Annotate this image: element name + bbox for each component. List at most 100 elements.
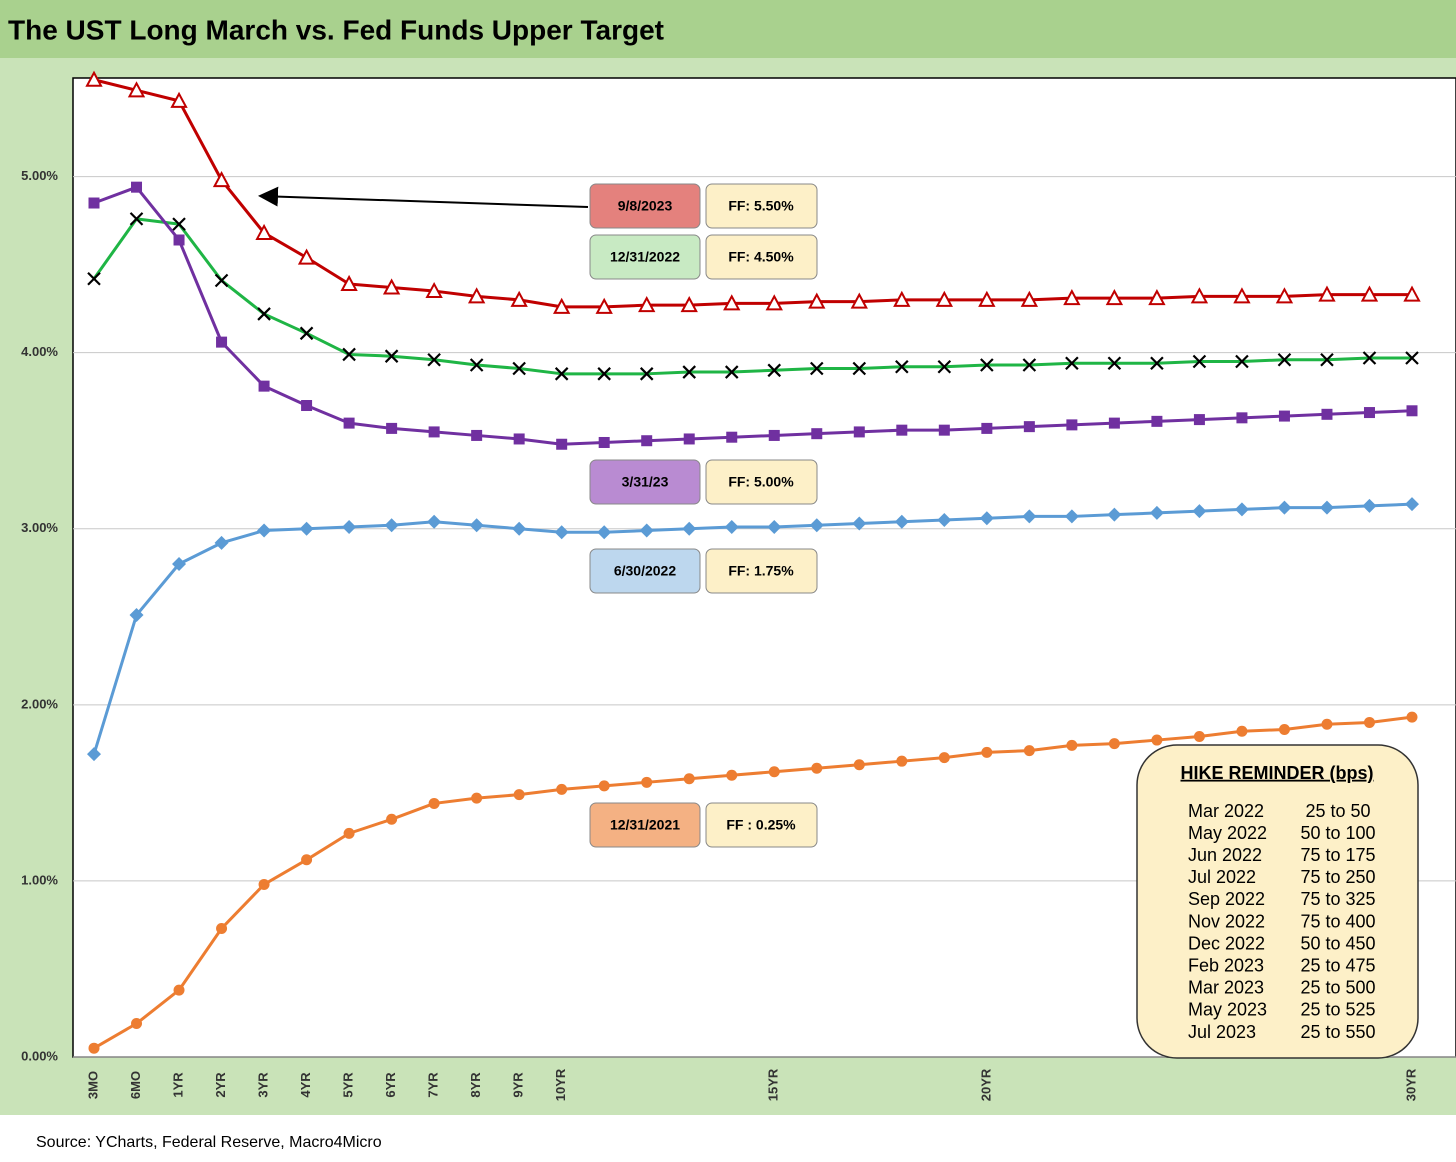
series-label-box	[589, 234, 701, 280]
marker-triangle	[1148, 288, 1166, 306]
marker-circle	[683, 773, 695, 785]
x-tick-label: 9YR	[511, 1072, 526, 1098]
title-bar	[0, 0, 1456, 58]
marker-x	[1405, 351, 1419, 365]
marker-circle	[216, 922, 228, 934]
legend-entry: 3/31/23	[622, 474, 669, 490]
marker-circle	[1193, 731, 1205, 743]
series-label-box	[589, 548, 701, 594]
x-tick-label: 6YR	[383, 1072, 398, 1098]
marker-diamond	[257, 523, 272, 538]
marker-diamond	[554, 525, 569, 540]
marker-diamond	[1192, 504, 1207, 519]
hike-range: 25 to 525	[1300, 1000, 1375, 1020]
marker-square	[428, 426, 440, 438]
x-tick-label: 3YR	[256, 1072, 271, 1098]
marker-square	[173, 234, 185, 246]
marker-x	[257, 307, 271, 321]
marker-x	[512, 361, 526, 376]
marker-triangle	[1020, 290, 1039, 307]
marker-diamond	[597, 525, 612, 540]
hike-range: 25 to 50	[1305, 801, 1370, 821]
ff-label-box	[705, 183, 818, 229]
hike-range: 75 to 250	[1300, 867, 1375, 887]
marker-triangle	[1063, 288, 1081, 306]
marker-x	[639, 367, 654, 381]
hike-range: 25 to 550	[1300, 1022, 1375, 1042]
marker-x	[1022, 358, 1037, 372]
marker-circle	[811, 762, 823, 774]
marker-square	[1236, 412, 1248, 424]
marker-square	[641, 435, 653, 447]
marker-diamond	[342, 520, 357, 535]
x-tick-label: 8YR	[468, 1072, 483, 1098]
hike-month: Jul 2022	[1188, 867, 1256, 887]
marker-diamond	[469, 518, 484, 533]
marker-square	[258, 380, 270, 392]
marker-triangle	[340, 274, 358, 292]
marker-diamond	[1405, 497, 1419, 512]
marker-triangle	[127, 81, 146, 98]
marker-circle	[301, 854, 313, 866]
hike-month: Feb 2023	[1188, 955, 1264, 975]
marker-triangle	[1360, 285, 1379, 302]
marker-diamond	[852, 516, 867, 531]
ff-label: FF : 0.25%	[726, 817, 796, 833]
marker-triangle	[978, 290, 996, 307]
legend-entry: 6/30/2022	[614, 563, 676, 579]
marker-x	[1192, 354, 1207, 369]
marker-triangle	[808, 292, 826, 309]
hike-range: 75 to 325	[1300, 889, 1375, 909]
marker-x	[682, 365, 697, 379]
marker-triangle	[723, 294, 741, 311]
marker-triangle	[297, 248, 316, 265]
marker-diamond	[724, 520, 739, 535]
marker-x	[129, 212, 144, 226]
marker-circle	[1066, 739, 1078, 751]
ff-label-box	[705, 802, 818, 848]
marker-x	[299, 326, 314, 341]
marker-square	[981, 422, 993, 434]
marker-x	[427, 352, 441, 367]
marker-circle	[1108, 738, 1120, 750]
marker-diamond	[809, 518, 824, 533]
marker-diamond	[1149, 505, 1164, 520]
marker-diamond	[1234, 502, 1249, 517]
x-tick-label: 20YR	[978, 1068, 993, 1101]
x-tick-label: 4YR	[298, 1072, 313, 1098]
hike-box	[1136, 744, 1419, 1059]
x-tick-label: 3MO	[85, 1071, 100, 1099]
y-tick-label: 1.00%	[21, 872, 58, 887]
marker-square	[386, 422, 398, 434]
marker-triangle	[85, 70, 103, 87]
marker-diamond	[1362, 498, 1377, 513]
series-line	[92, 217, 1412, 376]
annotation-arrow	[258, 186, 589, 208]
marker-x	[980, 358, 994, 372]
series-label-box	[589, 183, 701, 229]
marker-square	[1151, 415, 1163, 427]
marker-x	[342, 347, 356, 362]
marker-diamond	[427, 514, 442, 529]
marker-circle	[1321, 718, 1333, 730]
marker-diamond	[384, 518, 399, 533]
marker-triangle	[467, 287, 486, 304]
marker-x	[172, 217, 186, 231]
marker-circle	[1236, 725, 1248, 737]
marker-triangle	[850, 292, 868, 309]
series-layer	[85, 70, 1421, 1054]
hike-month: Mar 2023	[1188, 978, 1264, 998]
series-label-box	[589, 459, 701, 505]
marker-diamond	[767, 520, 782, 535]
marker-circle	[556, 783, 568, 795]
x-tick-label: 2YR	[213, 1072, 228, 1098]
marker-circle	[896, 755, 908, 767]
label-layer: 9/8/2023 FF: 5.50% 12/31/2022 FF: 4.50% 3/31…	[589, 183, 1419, 1059]
marker-square	[768, 429, 780, 441]
marker-x	[1150, 356, 1164, 371]
marker-circle	[853, 759, 865, 771]
series-line	[92, 502, 1413, 755]
marker-circle	[768, 766, 780, 778]
marker-triangle	[935, 290, 953, 307]
